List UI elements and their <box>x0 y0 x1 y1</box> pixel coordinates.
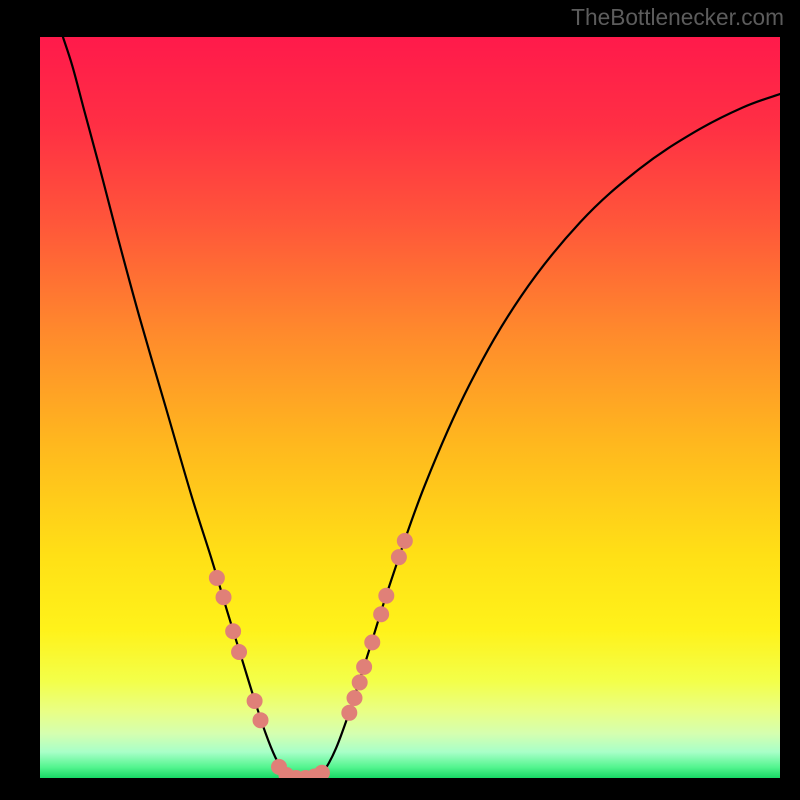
marker-dot <box>365 635 380 650</box>
marker-dot <box>397 533 412 548</box>
left-curve <box>63 37 292 777</box>
marker-dot <box>253 713 268 728</box>
marker-dot <box>314 765 329 778</box>
watermark-text: TheBottlenecker.com <box>571 4 784 31</box>
marker-dot <box>226 624 241 639</box>
marker-dot <box>347 690 362 705</box>
marker-dot <box>352 675 367 690</box>
marker-dot <box>391 550 406 565</box>
marker-dot <box>209 570 224 585</box>
marker-dot <box>216 590 231 605</box>
bottleneck-chart: TheBottlenecker.com <box>0 0 800 800</box>
marker-dot <box>232 645 247 660</box>
marker-dot <box>374 607 389 622</box>
marker-dot <box>342 705 357 720</box>
markers-group <box>209 533 412 778</box>
plot-area <box>40 37 780 778</box>
right-curve <box>316 94 780 777</box>
curves-layer <box>40 37 780 778</box>
marker-dot <box>357 659 372 674</box>
marker-dot <box>247 693 262 708</box>
marker-dot <box>379 588 394 603</box>
